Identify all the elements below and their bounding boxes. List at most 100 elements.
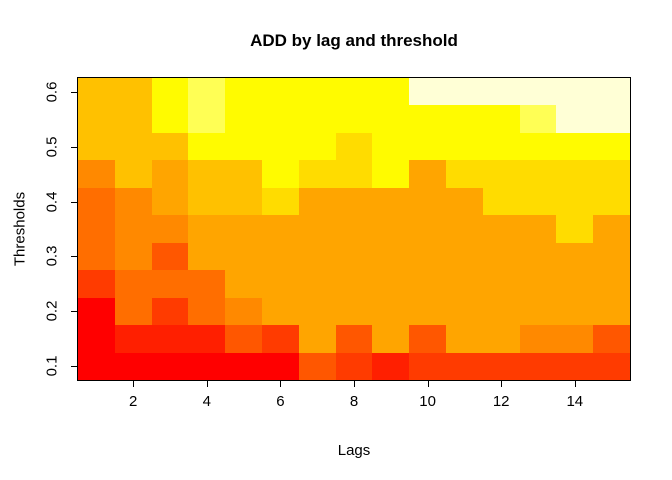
heatmap-cell [188, 215, 226, 243]
heatmap-cell [556, 352, 594, 380]
heatmap-cell [593, 132, 630, 161]
chart-title: ADD by lag and threshold [250, 31, 458, 50]
heatmap-cell [78, 325, 115, 353]
heatmap-cell [593, 297, 630, 326]
x-axis-label: Lags [337, 442, 371, 459]
heatmap-cell [225, 187, 262, 216]
heatmap-cell [482, 132, 520, 161]
heatmap-cell [335, 78, 373, 106]
heatmap-cell [261, 105, 299, 133]
heatmap-cell [335, 270, 373, 298]
heatmap-plot [77, 77, 631, 381]
x-tick-mark [280, 381, 282, 387]
heatmap-cell [409, 187, 446, 216]
heatmap-cell [151, 215, 189, 243]
heatmap-cell [372, 132, 410, 161]
heatmap-cell [298, 105, 336, 133]
heatmap-cell [519, 160, 557, 188]
heatmap-cell [335, 352, 373, 380]
heatmap-cell [372, 242, 410, 271]
heatmap-cell [114, 352, 152, 380]
heatmap-cell [335, 160, 373, 188]
y-tick-label: 0.6 [43, 81, 61, 103]
heatmap-cell [482, 325, 520, 353]
heatmap-cell [593, 242, 630, 271]
heatmap-cell [261, 352, 299, 380]
heatmap-cell [114, 270, 152, 298]
heatmap-cell [225, 352, 262, 380]
heatmap-cell [225, 297, 262, 326]
heatmap-cell [519, 132, 557, 161]
heatmap-cell [225, 132, 262, 161]
heatmap-cell [298, 78, 336, 106]
x-tick-mark [354, 381, 355, 387]
heatmap-cell [114, 105, 152, 133]
heatmap-cell [556, 270, 594, 298]
heatmap-cell [335, 297, 373, 326]
heatmap-cell [519, 187, 557, 216]
heatmap-cell [445, 160, 483, 188]
heatmap-cell [445, 325, 483, 353]
heatmap-cell [261, 132, 299, 161]
heatmap-cell [261, 215, 299, 243]
heatmap-cell [372, 352, 410, 380]
x-tick-mark [133, 381, 135, 387]
heatmap-cell [556, 215, 594, 243]
heatmap-cell [261, 270, 299, 298]
heatmap-cell [78, 215, 115, 243]
heatmap-cell [151, 242, 189, 271]
heatmap-cell [519, 78, 557, 106]
heatmap-cell [445, 132, 483, 161]
heatmap-cell [519, 242, 557, 271]
heatmap-cell [225, 270, 262, 298]
y-tick-label: 0.1 [43, 355, 61, 377]
heatmap-cell [261, 187, 299, 216]
x-tick-mark [501, 381, 503, 387]
heatmap-cell [556, 242, 594, 271]
heatmap-cell [335, 132, 373, 161]
heatmap-cell [372, 215, 410, 243]
heatmap-cell [372, 325, 410, 353]
heatmap-cell [298, 325, 336, 353]
heatmap-cell [188, 132, 226, 161]
heatmap-cell [445, 297, 483, 326]
heatmap-cell [298, 352, 336, 380]
heatmap-cell [445, 270, 483, 298]
heatmap-cell [519, 325, 557, 353]
heatmap-cell [409, 78, 446, 106]
heatmap-cell [298, 187, 336, 216]
heatmap-cell [519, 105, 557, 133]
heatmap-cell [556, 325, 594, 353]
heatmap-cell [188, 352, 226, 380]
heatmap-cell [78, 160, 115, 188]
heatmap-cell [225, 325, 262, 353]
heatmap-cell [445, 215, 483, 243]
y-tick-label: 0.3 [43, 246, 61, 267]
heatmap-cell [556, 160, 594, 188]
heatmap-cell [335, 187, 373, 216]
heatmap-cell [188, 242, 226, 271]
heatmap-cell [519, 270, 557, 298]
heatmap-cell [188, 105, 226, 133]
heatmap-cell [482, 242, 520, 271]
heatmap-cell [445, 352, 483, 380]
heatmap-cell [482, 78, 520, 106]
x-tick-label: 14 [566, 393, 584, 410]
heatmap-cell [372, 297, 410, 326]
x-tick-label: 10 [419, 393, 436, 410]
heatmap-cell [519, 352, 557, 380]
heatmap-cell [556, 105, 594, 133]
heatmap-cell [556, 78, 594, 106]
heatmap-cell [78, 352, 115, 380]
heatmap-cell [261, 325, 299, 353]
heatmap-cell [482, 160, 520, 188]
heatmap-cell [151, 78, 189, 106]
heatmap-cell [78, 187, 115, 216]
heatmap-cell [261, 242, 299, 271]
heatmap-cell [372, 160, 410, 188]
heatmap-cell [409, 160, 446, 188]
x-tick-label: 12 [492, 393, 510, 410]
heatmap-cell [298, 132, 336, 161]
heatmap-cell [593, 215, 630, 243]
x-tick-mark [574, 381, 576, 387]
